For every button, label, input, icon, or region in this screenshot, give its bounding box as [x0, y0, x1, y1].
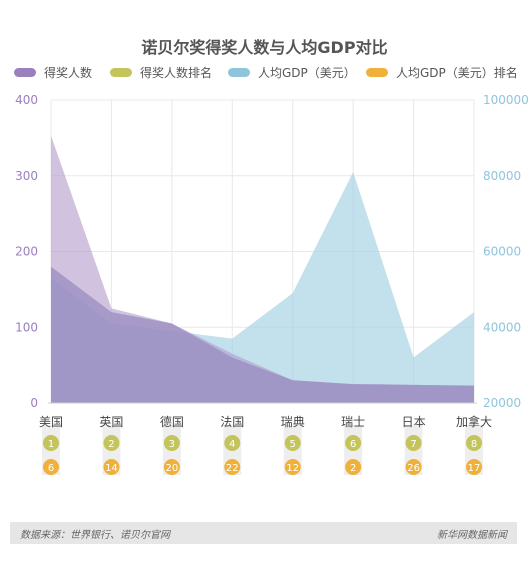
- awards-rank-badge-3: [224, 435, 241, 451]
- awards-rank-badge-0: [43, 435, 59, 451]
- gdp-rank-badge-0: [43, 459, 59, 475]
- x-tick-label-2: 德国: [160, 414, 184, 429]
- x-tick-label-6: 日本: [402, 415, 426, 429]
- legend-label-awards-rank: 得奖人数排名: [140, 66, 213, 80]
- awards-rank-label-5: 6: [350, 439, 356, 450]
- awards-rank-label-4: 5: [290, 439, 296, 450]
- gdp-rank-label-2: 20: [165, 463, 178, 474]
- gdp-rank-badge-6: [405, 459, 422, 475]
- brand-credit: 新华网数据新闻: [437, 530, 507, 541]
- awards-rank-badge-1: [103, 435, 120, 451]
- awards-rank-label-2: 3: [169, 439, 175, 450]
- legend-label-gdp: 人均GDP（美元）: [258, 66, 356, 80]
- gdp-rank-label-7: 17: [468, 463, 481, 474]
- y-right-tick-label-0: 20000: [483, 396, 521, 410]
- legend-item-awards: 得奖人数: [14, 64, 92, 81]
- awards-rank-badge-5: [345, 435, 362, 451]
- legend-swatch-awards-rank: [110, 68, 132, 77]
- gdp-rank-label-0: 6: [48, 463, 54, 474]
- legend-label-gdp-rank: 人均GDP（美元）排名: [396, 66, 518, 80]
- gdp-rank-badge-5: [345, 459, 362, 475]
- gdp-rank-label-4: 12: [286, 463, 299, 474]
- gdp-rank-badge-1: [103, 459, 120, 475]
- awards-rank-badge-6: [405, 435, 422, 451]
- gdp-rank-label-6: 26: [407, 463, 420, 474]
- gdp-rank-badge-4: [284, 459, 301, 475]
- legend-item-gdp-rank: 人均GDP（美元）排名: [366, 64, 518, 81]
- y-left-tick-label-2: 200: [15, 245, 38, 259]
- x-tick-label-7: 加拿大: [456, 414, 492, 429]
- awards-rank-badge-7: [466, 435, 483, 451]
- area-chart: 0 100 200 300 400 20000 40000 60000 80000 100000 美…: [15, 93, 529, 475]
- y-left-tick-label-3: 300: [15, 169, 38, 183]
- x-tick-label-1: 英国: [99, 415, 123, 429]
- x-tick-label-4: 瑞典: [281, 415, 305, 429]
- chart-title: 诺贝尔奖得奖人数与人均GDP对比: [141, 38, 388, 57]
- legend-swatch-gdp: [228, 68, 250, 77]
- legend-label-awards: 得奖人数: [44, 66, 93, 80]
- x-tick-label-3: 法国: [220, 415, 244, 429]
- awards-rank-label-6: 7: [410, 439, 416, 450]
- source-note: 数据来源：世界银行、诺贝尔官网: [20, 530, 170, 541]
- awards-rank-label-0: 1: [48, 439, 54, 450]
- gdp-rank-badge-7: [466, 459, 483, 475]
- awards-rank-badge-4: [284, 435, 301, 451]
- legend-item-awards-rank: 得奖人数排名: [110, 64, 212, 81]
- legend: 得奖人数 得奖人数排名 人均GDP（美元） 人均GDP（美元）排名: [0, 64, 529, 82]
- awards-rank-label-3: 4: [229, 439, 235, 450]
- legend-item-gdp: 人均GDP（美元）: [228, 64, 356, 81]
- legend-swatch-gdp-rank: [366, 68, 388, 77]
- y-left-tick-label-1: 100: [15, 320, 38, 334]
- y-right-tick-label-1: 40000: [483, 320, 521, 334]
- y-right-tick-label-4: 100000: [483, 93, 529, 107]
- x-tick-label-0: 美国: [39, 415, 63, 429]
- awards-rank-badge-2: [163, 435, 180, 451]
- series-area-overlay: [51, 266, 475, 403]
- x-tick-label-5: 瑞士: [341, 415, 365, 429]
- gdp-rank-label-5: 2: [350, 463, 356, 474]
- legend-swatch-awards: [14, 68, 36, 77]
- y-left-tick-label-0: 0: [30, 396, 38, 410]
- awards-rank-label-1: 2: [108, 439, 114, 450]
- gdp-rank-badge-3: [224, 459, 241, 475]
- y-left-tick-label-4: 400: [15, 93, 38, 107]
- footer-bar: 数据来源：世界银行、诺贝尔官网 新华网数据新闻: [10, 522, 517, 544]
- y-right-tick-label-2: 60000: [483, 245, 521, 259]
- gdp-rank-label-3: 22: [226, 463, 239, 474]
- gdp-rank-badge-2: [163, 459, 180, 475]
- awards-rank-label-7: 8: [471, 439, 477, 450]
- gdp-rank-label-1: 14: [105, 463, 118, 474]
- y-right-tick-label-3: 80000: [483, 169, 521, 183]
